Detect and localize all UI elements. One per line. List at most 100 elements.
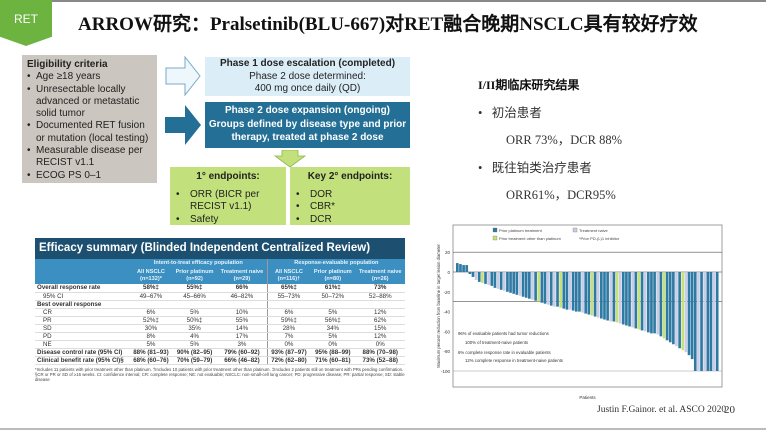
eligibility-item: ECOG PS 0–1 xyxy=(27,170,152,183)
down-arrow-icon xyxy=(274,150,306,167)
waterfall-bar xyxy=(496,272,500,289)
waterfall-bar xyxy=(615,272,619,323)
row-label: Disease control rate (95% CI) xyxy=(35,348,130,357)
secondary-endpoints-box: Key 2° endpoints: DOR CBR* DCR xyxy=(290,167,410,226)
table-cell: 66% xyxy=(217,284,268,293)
waterfall-bar xyxy=(512,272,516,294)
table-cell: 50–72% xyxy=(310,292,356,301)
waterfall-bar xyxy=(487,272,490,285)
row-label: 95% CI xyxy=(35,292,130,301)
waterfall-bar xyxy=(681,272,685,351)
waterfall-bar xyxy=(565,272,569,310)
column-header: All NSCLC (n=132)* xyxy=(130,268,172,284)
waterfall-bar xyxy=(571,272,575,311)
efficacy-title: Efficacy summary (Blinded Independent Ce… xyxy=(35,238,405,259)
chart-annotation: 6% complete response rate in evaluable p… xyxy=(458,350,551,355)
phase1-title: Phase 1 dose escalation (completed) xyxy=(219,58,396,69)
legend-label: *Prior PD-(L)1 inhibitor xyxy=(579,236,620,241)
y-tick-label: 0 xyxy=(447,270,450,275)
phase1-text: Phase 2 dose determined: xyxy=(249,70,366,82)
page-number: 20 xyxy=(724,404,735,416)
eligibility-item: Age ≥18 years xyxy=(27,71,152,84)
waterfall-bar xyxy=(609,272,613,322)
y-tick-label: -20 xyxy=(443,290,450,295)
column-header: All NSCLC (n=116)† xyxy=(266,268,311,284)
efficacy-table: Intent-to-treat efficacy population Resp… xyxy=(35,259,405,365)
waterfall-bar xyxy=(703,272,707,371)
table-cell: 7% xyxy=(266,332,311,341)
table-cell: 5% xyxy=(310,308,356,317)
table-cell xyxy=(355,300,405,309)
table-cell: 73% xyxy=(355,284,405,293)
table-cell: 66% (46–82) xyxy=(217,356,268,365)
waterfall-bar xyxy=(672,272,675,345)
waterfall-bar xyxy=(493,272,497,288)
table-cell: 0% xyxy=(355,340,405,349)
legend-swatch xyxy=(492,235,498,241)
table-cell: 46–82% xyxy=(217,292,268,301)
table-cell: 0% xyxy=(310,340,356,349)
waterfall-bar xyxy=(678,272,681,349)
waterfall-bar xyxy=(603,272,606,320)
table-row: NE 5% 5% 3% 0% 0% 0% xyxy=(35,340,405,349)
waterfall-bar xyxy=(653,272,656,334)
table-cell: 5% xyxy=(310,332,356,341)
waterfall-bar xyxy=(553,272,556,307)
table-row: Disease control rate (95% CI) 88% (81–93)… xyxy=(35,348,405,357)
row-label: Overall response rate xyxy=(35,284,130,293)
waterfall-bar xyxy=(675,272,678,347)
waterfall-bar xyxy=(628,272,631,327)
eligibility-box: Eligibility criteria Age ≥18 years Unres… xyxy=(22,55,157,183)
waterfall-bar xyxy=(549,272,553,306)
waterfall-bar xyxy=(621,272,625,325)
table-cell: 4% xyxy=(171,332,218,341)
table-cell: 17% xyxy=(217,332,268,341)
table-cell: 88% (70–98) xyxy=(355,348,405,357)
phase1-dose: 400 mg once daily (QD) xyxy=(254,83,361,94)
waterfall-bar xyxy=(540,272,544,303)
waterfall-bar xyxy=(706,272,710,371)
waterfall-bar xyxy=(471,272,475,277)
table-cell: 34% xyxy=(310,324,356,333)
column-header: Treatment naive (n=29) xyxy=(217,268,268,284)
endpoint-item: CBR* xyxy=(296,201,404,214)
waterfall-bar xyxy=(715,272,719,371)
waterfall-bar xyxy=(697,272,700,371)
waterfall-bar xyxy=(502,272,506,291)
waterfall-bar xyxy=(612,272,616,322)
waterfall-chart: 20 0 -20 -40 -60 -80 -100 Prior platinum treatm… xyxy=(436,224,723,400)
waterfall-bar xyxy=(587,272,591,315)
waterfall-bar xyxy=(521,272,525,297)
waterfall-bar xyxy=(693,272,697,371)
waterfall-bar xyxy=(684,272,688,353)
waterfall-bar xyxy=(556,272,559,307)
waterfall-bar xyxy=(481,272,484,283)
waterfall-bar xyxy=(568,272,572,310)
table-cell: 28% xyxy=(266,324,311,333)
table-cell: 30% xyxy=(130,324,172,333)
slide-title: ARROW研究：Pralsetinib(BLU-667)对RET融合晚期NSCL… xyxy=(78,14,698,35)
y-tick-label: -80 xyxy=(443,349,450,354)
table-cell: 58%‡ xyxy=(130,284,172,293)
waterfall-bar xyxy=(474,272,478,280)
legend-swatch xyxy=(492,227,498,233)
table-row: PD 8% 4% 17% 7% 5% 12% xyxy=(35,332,405,341)
waterfall-bar xyxy=(712,272,716,371)
waterfall-bar xyxy=(456,263,459,272)
waterfall-bar xyxy=(668,272,672,343)
waterfall-bar xyxy=(596,272,600,318)
table-cell: 6% xyxy=(130,308,172,317)
waterfall-bar xyxy=(518,272,522,296)
table-cell xyxy=(171,300,218,309)
row-label: Best overall response xyxy=(35,300,130,309)
title-rule xyxy=(52,0,766,2)
legend-label: Treatment naive xyxy=(579,228,609,233)
waterfall-bar xyxy=(650,272,653,334)
solid-arrow-icon xyxy=(165,105,201,145)
waterfall-bar xyxy=(528,272,531,299)
waterfall-bar xyxy=(600,272,603,319)
secondary-endpoints-title: Key 2° endpoints: xyxy=(307,171,393,182)
table-cell xyxy=(310,300,356,309)
waterfall-bar xyxy=(656,272,660,335)
waterfall-bar xyxy=(625,272,628,326)
